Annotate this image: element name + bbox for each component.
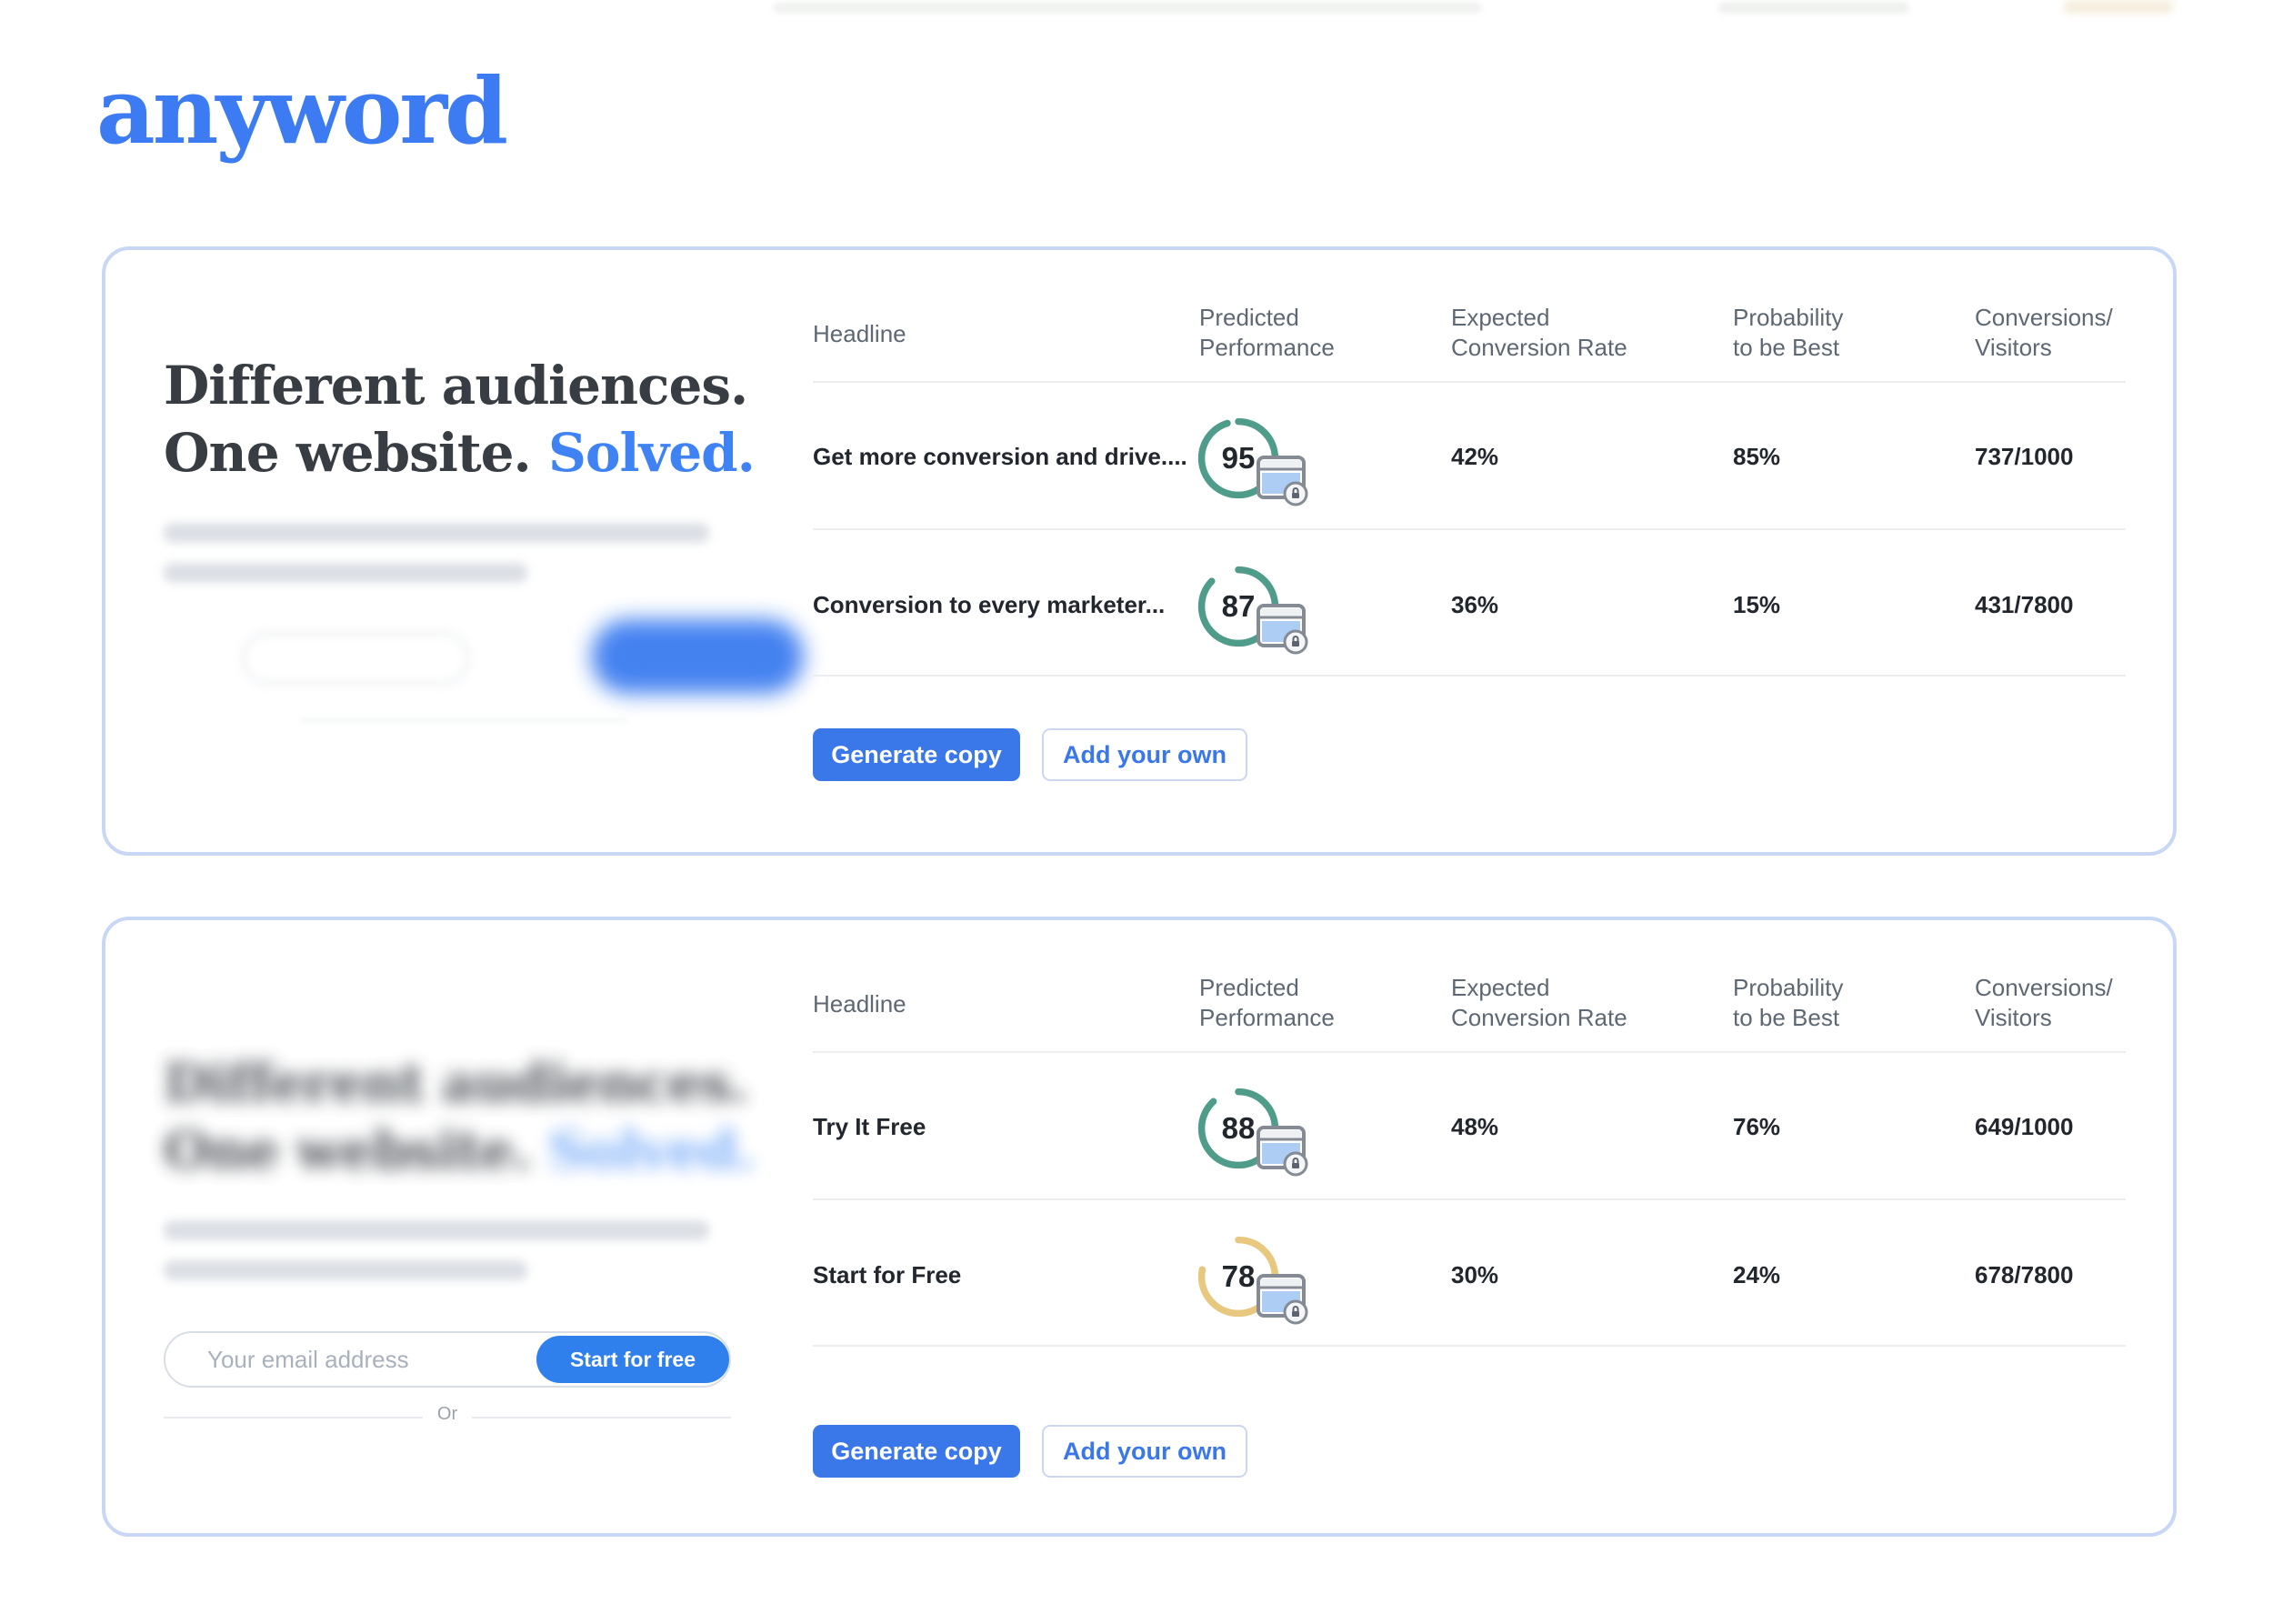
blurred-paragraph (164, 1220, 709, 1280)
table-divider (813, 1345, 2126, 1347)
blurred-browser-remnant (1718, 2, 1909, 14)
conversions-visitors-cell: 431/7800 (1975, 591, 2074, 618)
generate-copy-button[interactable]: Generate copy (813, 1425, 1020, 1478)
anyword-logo: anyword (96, 57, 508, 165)
hero-line1: Different audiences. (164, 1052, 748, 1114)
predicted-performance-badge: 88 (1196, 1086, 1332, 1195)
predicted-performance-badge: 78 (1196, 1234, 1332, 1343)
comparison-card-2: Different audiences. One website. Solved… (102, 917, 2177, 1537)
hero-line2: One website. (164, 422, 532, 484)
or-label: Or (422, 1404, 473, 1425)
col-header-expected-conversion-rate: Expected Conversion Rate (1451, 304, 1627, 361)
landing-page-icon (1257, 1274, 1308, 1325)
headline-cell: Start for Free (813, 1261, 962, 1288)
hero-accent: Solved. (547, 422, 756, 484)
col-header-predicted-performance: Predicted Performance (1199, 974, 1335, 1031)
headline-cell: Conversion to every marketer... (813, 591, 1166, 618)
probability-to-be-best-cell: 24% (1733, 1261, 1781, 1288)
expected-conversion-rate-cell: 48% (1451, 1113, 1499, 1140)
hero-headline: Different audiences. One website. Solved… (164, 352, 756, 486)
expected-conversion-rate-cell: 42% (1451, 443, 1499, 470)
expected-conversion-rate-cell: 36% (1451, 591, 1499, 618)
blurred-text-line (164, 1220, 709, 1240)
predicted-performance-badge: 87 (1196, 564, 1332, 673)
col-header-conversions-visitors: Conversions/Visitors (1975, 304, 2113, 361)
blurred-text-line (164, 1260, 527, 1280)
score-value: 87 (1221, 589, 1256, 623)
score-value: 78 (1221, 1259, 1256, 1293)
generate-copy-button[interactable]: Generate copy (813, 728, 1020, 781)
headline-cell: Get more conversion and drive.... (813, 443, 1187, 470)
hero-line1: Different audiences. (164, 355, 748, 416)
landing-page-icon (1257, 1126, 1308, 1177)
hero-accent: Solved. (547, 1119, 756, 1181)
probability-to-be-best-cell: 85% (1733, 443, 1781, 470)
blurred-browser-remnant (2064, 0, 2173, 14)
col-header-probability-to-be-best: Probability to be Best (1733, 974, 1844, 1031)
col-header-expected-conversion-rate: Expected Conversion Rate (1451, 974, 1627, 1031)
score-value: 95 (1221, 441, 1256, 475)
add-your-own-button[interactable]: Add your own (1042, 1425, 1247, 1478)
conversions-visitors-cell: 649/1000 (1975, 1113, 2074, 1140)
landing-page-icon (1257, 604, 1308, 655)
probability-to-be-best-cell: 76% (1733, 1113, 1781, 1140)
blurred-email-input[interactable] (242, 632, 469, 685)
conversions-visitors-cell: 678/7800 (1975, 1261, 2074, 1288)
or-divider: Or (164, 1404, 731, 1429)
landing-page-icon (1257, 456, 1308, 506)
col-header-headline: Headline (813, 320, 906, 347)
hero-line2: One website. (164, 1119, 532, 1181)
table-divider (813, 1051, 2126, 1053)
blurred-text-line (164, 523, 709, 543)
predicted-performance-badge: 95 (1196, 416, 1332, 525)
col-header-predicted-performance: Predicted Performance (1199, 304, 1335, 361)
score-value: 88 (1221, 1111, 1256, 1145)
table-divider (813, 381, 2126, 383)
blurred-or-divider (300, 719, 627, 722)
table-divider (813, 528, 2126, 530)
comparison-card-1: Different audiences. One website. Solved… (102, 246, 2177, 856)
email-signup-row: Start for free (164, 1331, 731, 1388)
col-header-probability-to-be-best: Probability to be Best (1733, 304, 1844, 361)
headline-cell: Try It Free (813, 1113, 926, 1140)
blurred-cta-button[interactable] (591, 619, 804, 694)
col-header-headline: Headline (813, 990, 906, 1018)
add-your-own-button[interactable]: Add your own (1042, 728, 1247, 781)
expected-conversion-rate-cell: 30% (1451, 1261, 1499, 1288)
start-for-free-button[interactable]: Start for free (536, 1336, 729, 1383)
blurred-browser-remnant (773, 2, 1482, 14)
conversions-visitors-cell: 737/1000 (1975, 443, 2074, 470)
col-header-conversions-visitors: Conversions/Visitors (1975, 974, 2113, 1031)
probability-to-be-best-cell: 15% (1733, 591, 1781, 618)
blurred-hero-headline: Different audiences. One website. Solved… (164, 1049, 756, 1184)
blurred-paragraph (164, 523, 709, 583)
table-divider (813, 1198, 2126, 1200)
blurred-text-line (164, 563, 527, 583)
table-divider (813, 675, 2126, 677)
